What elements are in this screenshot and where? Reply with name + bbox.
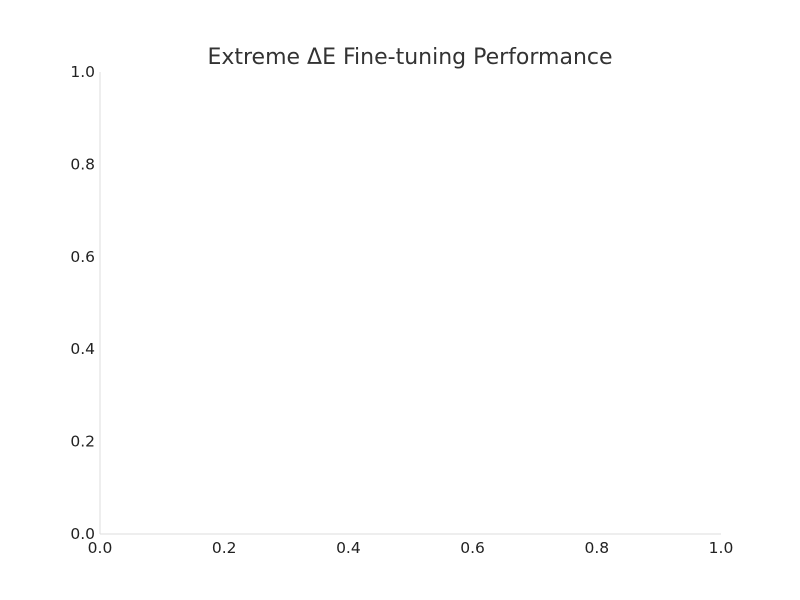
x-tick-label: 1.0	[709, 539, 734, 557]
x-tick-label: 0.6	[460, 539, 485, 557]
y-tick-labels: 0.0 0.2 0.4 0.6 0.8 1.0	[70, 63, 95, 543]
x-tick-label: 0.0	[88, 539, 113, 557]
chart-title: Extreme ΔE Fine-tuning Performance	[207, 45, 612, 70]
y-tick-label: 0.2	[70, 433, 95, 451]
x-tick-label: 0.4	[336, 539, 361, 557]
x-tick-label: 0.2	[212, 539, 237, 557]
y-tick-label: 0.4	[70, 340, 95, 358]
x-tick-labels: 0.0 0.2 0.4 0.6 0.8 1.0	[88, 539, 734, 557]
x-tick-label: 0.8	[584, 539, 609, 557]
y-tick-label: 0.8	[70, 155, 95, 173]
y-tick-label: 1.0	[70, 63, 95, 81]
y-tick-label: 0.0	[70, 525, 95, 543]
y-tick-label: 0.6	[70, 248, 95, 266]
